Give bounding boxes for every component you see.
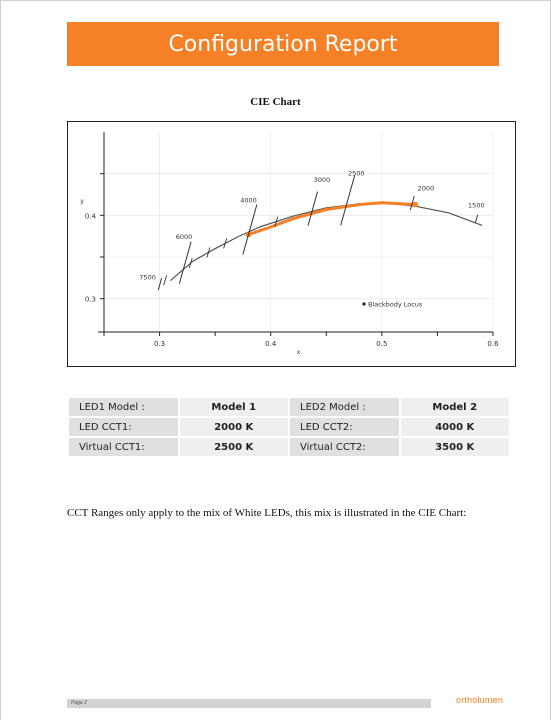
page-number: Page 2 [71, 700, 87, 706]
isotherm-label: 4000 [240, 197, 257, 205]
isotherm-label: 2000 [418, 185, 435, 193]
legend-marker [362, 302, 366, 306]
isotherm-label: 6000 [176, 233, 193, 241]
x-tick-label: 0.5 [376, 340, 387, 348]
cct-note: CCT Ranges only apply to the mix of Whit… [67, 507, 467, 519]
virtual-cct2-value: 3500 K [400, 438, 509, 456]
x-tick-label: 0.4 [265, 340, 277, 348]
locus-tick [274, 216, 279, 227]
isotherm-line [242, 204, 258, 255]
led-cct1-value: 2000 K [179, 418, 288, 436]
isotherm-label: 3000 [314, 176, 331, 184]
led-config-table: LED1 Model : Model 1 LED2 Model : Model … [67, 396, 511, 458]
led1-model-value: Model 1 [179, 398, 288, 416]
x-tick-label: 0.3 [154, 340, 165, 348]
footer-bar: Page 2 [67, 699, 431, 708]
virtual-cct1-label: Virtual CCT1: [69, 438, 178, 456]
locus-tick [223, 238, 228, 249]
x-axis-label: x [297, 349, 301, 356]
led2-model-label: LED2 Model : [290, 398, 399, 416]
y-axis-label: y [80, 198, 84, 205]
isotherm-line [409, 195, 415, 211]
led-mix-line [247, 201, 417, 236]
isotherm-line [178, 241, 192, 284]
y-tick-label: 0.3 [85, 296, 96, 304]
mix-endpoint [412, 201, 419, 208]
isotherm-line [157, 277, 163, 291]
locus-tick [163, 275, 168, 286]
chart-title: CIE Chart [250, 96, 301, 108]
led-cct1-label: LED CCT1: [69, 418, 178, 436]
x-tick-label: 0.6 [487, 340, 499, 348]
blackbody-locus-line [170, 202, 483, 281]
cie-chart-svg: 0.3 0.4 0.5 0.6 0.3 0.4 x y 7500 6000 4000 3000 2500… [80, 132, 499, 356]
report-title-banner: Configuration Report [67, 22, 499, 66]
led2-model-value: Model 2 [400, 398, 509, 416]
locus-tick [188, 257, 193, 269]
isotherm-line [307, 191, 319, 226]
report-title: Configuration Report [168, 31, 398, 57]
table-row: Virtual CCT1: 2500 K Virtual CCT2: 3500 … [69, 438, 509, 456]
isotherm-label: 1500 [468, 202, 485, 210]
isotherm-line [474, 214, 479, 223]
cie-chart: 0.3 0.4 0.5 0.6 0.3 0.4 x y 7500 6000 4000 3000 2500… [67, 121, 516, 367]
virtual-cct1-value: 2500 K [179, 438, 288, 456]
ortholumen-logo: ortholumen [456, 695, 504, 705]
isotherm-line [340, 175, 356, 226]
led-cct2-value: 4000 K [400, 418, 509, 436]
led1-model-label: LED1 Model : [69, 398, 178, 416]
legend-label: Blackbody Locus [368, 301, 423, 309]
y-tick-label: 0.4 [85, 212, 97, 220]
isotherm-label: 2500 [348, 169, 365, 177]
isotherm-label: 7500 [139, 273, 156, 281]
table-row: LED CCT1: 2000 K LED CCT2: 4000 K [69, 418, 509, 436]
locus-tick [206, 247, 211, 258]
table-row: LED1 Model : Model 1 LED2 Model : Model … [69, 398, 509, 416]
led-cct2-label: LED CCT2: [290, 418, 399, 436]
virtual-cct2-label: Virtual CCT2: [290, 438, 399, 456]
